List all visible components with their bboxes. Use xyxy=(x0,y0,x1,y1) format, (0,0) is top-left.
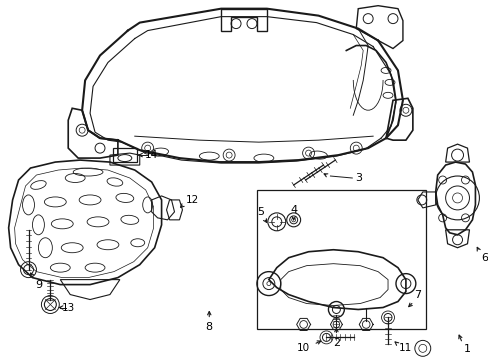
Text: 2: 2 xyxy=(332,338,339,348)
Text: 5: 5 xyxy=(257,207,264,217)
Text: 4: 4 xyxy=(289,205,297,215)
Text: 13: 13 xyxy=(61,302,75,312)
Text: 6: 6 xyxy=(480,253,487,263)
Text: 14: 14 xyxy=(145,150,158,160)
Text: 10: 10 xyxy=(296,343,309,354)
Text: 7: 7 xyxy=(413,289,421,300)
Bar xyxy=(256,190,425,329)
Text: 8: 8 xyxy=(205,323,212,332)
Text: 12: 12 xyxy=(185,195,199,205)
Text: 11: 11 xyxy=(399,343,412,354)
Text: 1: 1 xyxy=(463,345,470,354)
Text: 3: 3 xyxy=(354,173,361,183)
Text: 9: 9 xyxy=(35,280,42,289)
